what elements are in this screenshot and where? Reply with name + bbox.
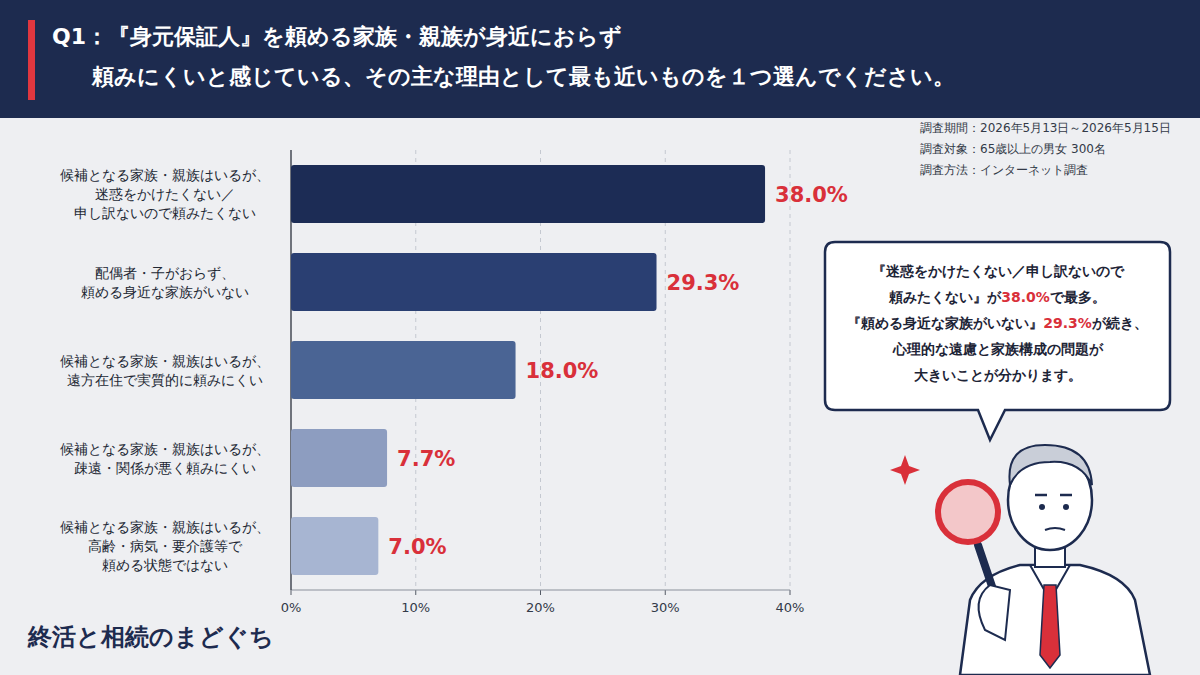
data-label: 29.3% — [667, 271, 740, 295]
eye — [1063, 504, 1069, 510]
brows — [1035, 494, 1072, 497]
category-label-line: 配偶者・子がおらず、 — [95, 265, 235, 281]
tie — [1040, 585, 1060, 668]
tick-label: 20% — [526, 600, 555, 615]
x-axis-line — [291, 590, 790, 591]
background — [0, 0, 1200, 675]
callout-text: 大きいことが分かります。 — [914, 367, 1082, 383]
hand — [979, 585, 1010, 640]
callout-segment: が続き、 — [1091, 315, 1148, 331]
category-label-line: 申し訳ないので頼みたくない — [74, 205, 256, 221]
tick-mark — [415, 590, 416, 595]
callout-segment: 『頼める身近な家族がいない』 — [847, 315, 1043, 331]
bar — [291, 517, 378, 575]
tick-label: 40% — [776, 600, 805, 615]
data-label: 38.0% — [775, 183, 848, 207]
header-band — [0, 0, 1200, 118]
tick-label: 0% — [281, 600, 302, 615]
category-label-line: 迷惑をかけたくない／ — [95, 186, 235, 202]
tick-mark — [790, 590, 791, 595]
category-label-line: 候補となる家族・親族はいるが、 — [60, 519, 270, 535]
data-label: 18.0% — [526, 359, 599, 383]
chart-title: Q1：『身元保証人』を頼める家族・親族が身近におらず — [52, 24, 622, 50]
bars — [291, 165, 765, 575]
header-accent — [28, 20, 35, 100]
hair — [1009, 445, 1092, 485]
brand: 終活と相続のまどぐち — [27, 623, 274, 651]
bar — [291, 253, 657, 311]
callout-highlight: 29.3% — [1043, 315, 1092, 331]
eye — [1039, 504, 1045, 510]
bar — [291, 341, 516, 399]
survey-info: 調査期間：2026年5月13日～2026年5月15日 — [920, 121, 1171, 135]
callout-segment: 頼みたくない』が — [888, 289, 1002, 305]
callout-text: 頼みたくない』が38.0%で最多。 — [888, 289, 1106, 305]
bar — [291, 429, 387, 487]
tick-label: 10% — [401, 600, 430, 615]
category-label: 候補となる家族・親族はいるが、疎遠・関係が悪く頼みにくい — [60, 441, 270, 476]
category-label-line: 候補となる家族・親族はいるが、 — [60, 441, 270, 457]
category-label-line: 高齢・病気・要介護等で — [88, 538, 243, 554]
category-label: 配偶者・子がおらず、頼める身近な家族がいない — [81, 265, 249, 300]
callout-bubble — [825, 242, 1170, 440]
magnifier — [938, 482, 998, 542]
survey-info: 調査方法：インターネット調査 — [920, 163, 1088, 177]
mouth — [1045, 528, 1065, 530]
chart-root: Q1：『身元保証人』を頼める家族・親族が身近におらず頼みにくいと感じている、その… — [0, 0, 1200, 675]
category-label-line: 候補となる家族・親族はいるが、 — [60, 353, 270, 369]
bar — [291, 165, 765, 223]
category-label-line: 頼める状態ではない — [102, 557, 228, 573]
callout-segment: 『迷惑をかけたくない／申し訳ないので — [872, 263, 1125, 279]
chart-title: 頼みにくいと感じている、その主な理由として最も近いものを１つ選んでください。 — [91, 64, 955, 89]
tick-mark — [665, 590, 666, 595]
tick-mark — [540, 590, 541, 595]
sparkle — [890, 455, 920, 485]
survey-info: 調査対象：65歳以上の男女 300名 — [920, 142, 1106, 156]
category-label-line: 疎遠・関係が悪く頼みにくい — [74, 460, 256, 476]
data-label: 7.0% — [388, 535, 446, 559]
callout-segment: で最多。 — [1050, 289, 1106, 305]
callout-segment: 心理的な遠慮と家族構成の問題が — [892, 341, 1104, 357]
category-label-line: 頼める身近な家族がいない — [81, 284, 249, 300]
illustration — [890, 445, 1150, 675]
category-label: 候補となる家族・親族はいるが、遠方在住で実質的に頼みにくい — [60, 353, 270, 388]
grid-line — [790, 150, 791, 590]
tick-label: 30% — [651, 600, 680, 615]
data-label: 7.7% — [397, 447, 455, 471]
callout-text: 『迷惑をかけたくない／申し訳ないので — [872, 263, 1125, 279]
category-label-line: 候補となる家族・親族はいるが、 — [60, 167, 270, 183]
category-label-line: 遠方在住で実質的に頼みにくい — [67, 372, 263, 388]
callout-segment: 大きいことが分かります。 — [914, 367, 1082, 383]
callout-highlight: 38.0% — [1001, 289, 1050, 305]
callout-text: 『頼める身近な家族がいない』29.3%が続き、 — [847, 315, 1148, 331]
callout-text: 心理的な遠慮と家族構成の問題が — [892, 341, 1104, 357]
tick-mark — [291, 590, 292, 595]
category-label: 候補となる家族・親族はいるが、高齢・病気・要介護等で頼める状態ではない — [60, 519, 270, 573]
category-label: 候補となる家族・親族はいるが、迷惑をかけたくない／ 申し訳ないので頼みたくない — [60, 167, 270, 221]
